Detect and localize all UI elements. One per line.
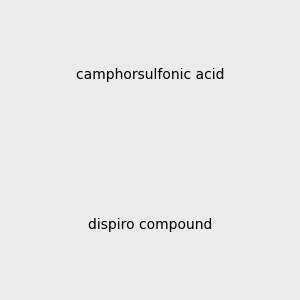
Text: camphorsulfonic acid: camphorsulfonic acid (76, 68, 224, 82)
Text: dispiro compound: dispiro compound (88, 218, 212, 232)
